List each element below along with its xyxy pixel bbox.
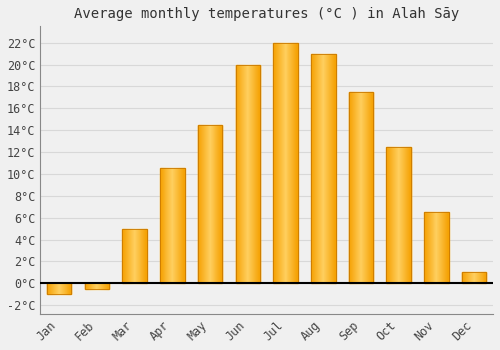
Bar <box>274 43 298 283</box>
Bar <box>424 212 448 283</box>
Bar <box>198 125 222 283</box>
Bar <box>84 283 109 289</box>
Bar <box>348 92 374 283</box>
Title: Average monthly temperatures (°C ) in Alah Sāy: Average monthly temperatures (°C ) in Al… <box>74 7 460 21</box>
Bar <box>122 229 147 283</box>
Bar <box>386 147 411 283</box>
Bar <box>160 168 184 283</box>
Bar <box>462 272 486 283</box>
Bar <box>311 54 336 283</box>
Bar <box>236 64 260 283</box>
Bar <box>47 283 72 294</box>
